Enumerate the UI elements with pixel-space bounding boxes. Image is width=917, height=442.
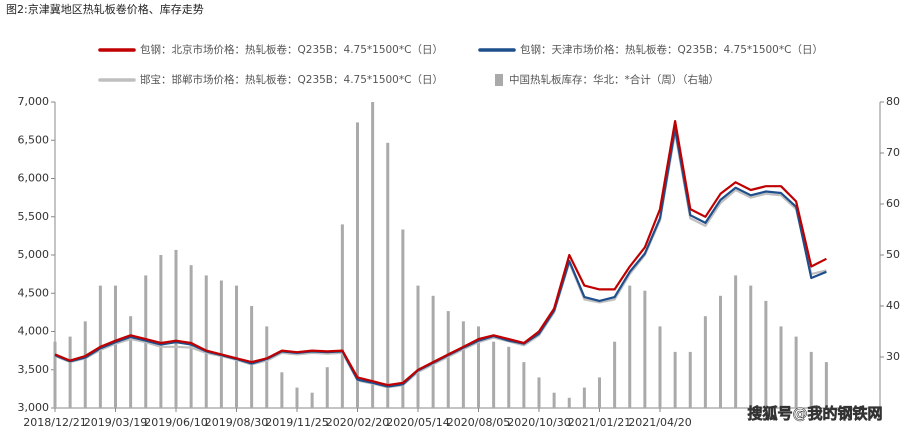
bar — [280, 372, 284, 408]
bar — [129, 316, 133, 408]
bar — [265, 326, 269, 408]
x-tick-label: 2021/04/20 — [628, 416, 691, 429]
watermark: 搜狐号@我的钢铁网 — [747, 405, 882, 423]
y2-tick-label: 60 — [886, 197, 900, 210]
x-tick-label: 2020/02/20 — [326, 416, 389, 429]
bar — [824, 362, 828, 408]
bar — [582, 387, 586, 408]
y2-tick-label: 50 — [886, 248, 900, 261]
y-tick-label: 6,500 — [18, 133, 50, 146]
bar — [219, 280, 223, 408]
bar — [386, 142, 390, 409]
bar — [310, 392, 314, 408]
y-tick-label: 6,000 — [18, 172, 50, 185]
bar — [673, 351, 677, 408]
bar — [598, 377, 601, 408]
bar — [522, 362, 526, 408]
x-tick-label: 2020/10/30 — [507, 416, 570, 429]
bar — [53, 341, 57, 408]
y-tick-label: 3,000 — [18, 401, 50, 414]
bar — [809, 351, 813, 408]
x-tick-label: 2019/06/10 — [144, 416, 207, 429]
y2-tick-label: 70 — [886, 146, 900, 159]
bar — [688, 351, 692, 408]
x-tick-label: 2019/08/30 — [205, 416, 268, 429]
bar — [114, 285, 117, 408]
bar — [325, 367, 329, 408]
bar — [613, 341, 617, 408]
bar — [446, 311, 450, 408]
bar — [749, 285, 753, 408]
y-tick-label: 7,000 — [18, 95, 50, 108]
legend: 中国热轧板库存：华北：*合计（周）（右轴） 邯宝：邯郸市场价格：热轧板卷：Q235… — [98, 43, 823, 86]
x-tick-label: 2021/01/21 — [568, 416, 631, 429]
bar — [719, 295, 722, 408]
line — [54, 120, 827, 387]
bar — [401, 229, 405, 408]
bar — [356, 122, 359, 409]
bar — [68, 336, 72, 408]
bar — [703, 316, 707, 408]
y-tick-label: 5,000 — [18, 248, 50, 261]
bar — [628, 285, 632, 408]
bar — [734, 275, 738, 408]
bar — [159, 255, 163, 408]
bar — [764, 300, 768, 408]
x-tick-label: 2020/05/14 — [386, 416, 449, 429]
bar — [779, 326, 783, 408]
line — [54, 127, 827, 388]
legend-swatch — [495, 74, 503, 86]
bar — [461, 321, 465, 408]
x-tick-label: 2019/11/25 — [265, 416, 328, 429]
y2-tick-label: 30 — [886, 350, 900, 363]
bar — [250, 306, 254, 408]
bar — [174, 249, 178, 408]
bar — [295, 387, 299, 408]
bar — [658, 326, 662, 408]
y-tick-label: 4,500 — [18, 286, 50, 299]
bar — [492, 341, 496, 408]
bar — [340, 224, 344, 408]
legend-label: 中国热轧板库存：华北：*合计（周）（右轴） — [509, 73, 719, 86]
bar — [189, 265, 193, 408]
bar — [794, 336, 798, 408]
chart-title: 图2:京津冀地区热轧板卷价格、库存走势 — [6, 2, 204, 16]
bar — [431, 295, 435, 408]
y-tick-label: 5,500 — [18, 210, 50, 223]
y-tick-label: 3,500 — [18, 363, 50, 376]
y-tick-label: 4,000 — [18, 325, 50, 338]
bar — [83, 321, 87, 408]
x-tick-label: 2018/12/21 — [23, 416, 86, 429]
bar — [371, 102, 375, 408]
bar — [643, 290, 647, 408]
bar — [204, 275, 208, 408]
legend-label: 邯宝：邯郸市场价格：热轧板卷：Q235B：4.75*1500*C（日） — [140, 73, 443, 86]
bar — [552, 392, 556, 408]
x-tick-label: 2020/08/05 — [447, 416, 510, 429]
y2-tick-label: 80 — [886, 95, 900, 108]
line — [54, 131, 827, 389]
bar — [537, 377, 541, 408]
legend-label: 包钢：北京市场价格：热轧板卷：Q235B：4.75*1500*C（日） — [140, 43, 443, 56]
bar — [235, 285, 238, 408]
legend-label: 包钢：天津市场价格：热轧板卷：Q235B：4.75*1500*C（日） — [520, 43, 823, 56]
bar — [477, 326, 480, 408]
bar — [507, 346, 511, 408]
x-tick-label: 2019/03/19 — [84, 416, 147, 429]
y2-tick-label: 40 — [886, 299, 900, 312]
bar — [567, 397, 571, 408]
bar — [416, 285, 420, 408]
